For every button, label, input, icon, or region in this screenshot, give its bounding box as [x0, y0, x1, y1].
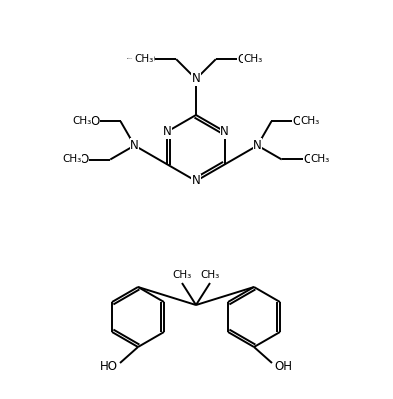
Text: O: O — [293, 115, 302, 128]
Text: CH₃: CH₃ — [134, 54, 153, 64]
Text: CH₃: CH₃ — [72, 116, 92, 126]
Text: N: N — [253, 139, 262, 152]
Text: N: N — [163, 125, 172, 138]
Text: methoxy: methoxy — [127, 57, 133, 59]
Text: CH₃: CH₃ — [311, 154, 330, 164]
Text: O: O — [145, 53, 155, 66]
Text: CH₃: CH₃ — [173, 270, 192, 280]
Text: O: O — [80, 153, 89, 166]
Text: N: N — [192, 73, 200, 85]
Text: O: O — [303, 153, 312, 166]
Text: CH₃: CH₃ — [244, 54, 263, 64]
Text: CH₃: CH₃ — [200, 270, 220, 280]
Text: OH: OH — [274, 359, 292, 373]
Text: CH₃: CH₃ — [301, 116, 320, 126]
Text: N: N — [220, 125, 229, 138]
Text: O: O — [237, 53, 246, 66]
Text: CH₃: CH₃ — [62, 154, 81, 164]
Text: O: O — [90, 115, 99, 128]
Text: N: N — [192, 174, 200, 188]
Text: N: N — [130, 139, 139, 152]
Text: HO: HO — [100, 359, 118, 373]
